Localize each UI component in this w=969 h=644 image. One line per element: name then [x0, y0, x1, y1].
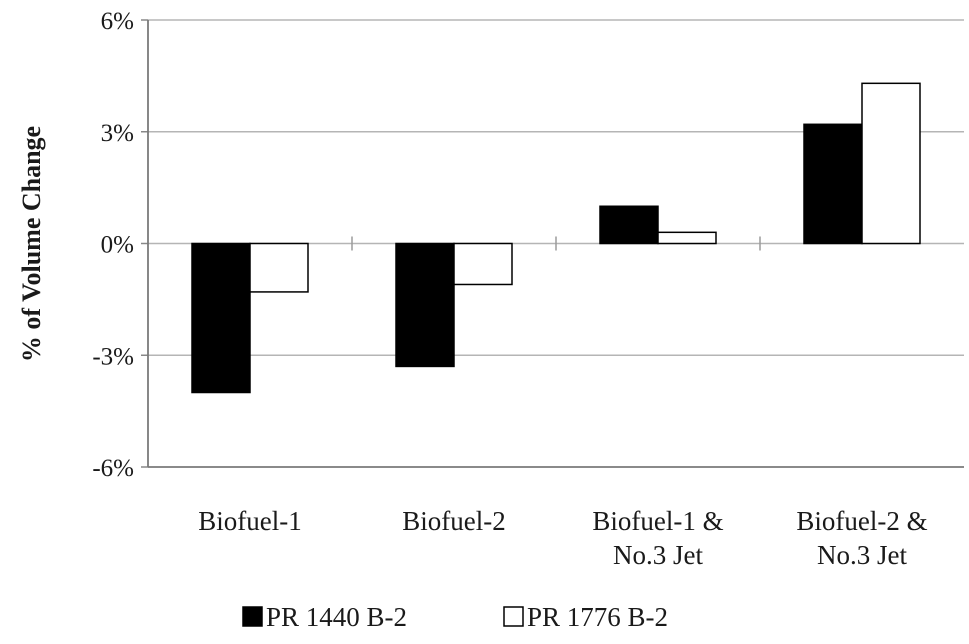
y-tick-label: 3%	[101, 120, 134, 147]
y-tick-label: 6%	[101, 8, 134, 35]
category-labels: Biofuel-1 Biofuel-2 Biofuel-1 & No.3 Jet Bio…	[198, 506, 927, 570]
y-tick-labels: -6% -3% 0% 3% 6%	[92, 8, 134, 482]
category-label: Biofuel-1	[198, 506, 301, 536]
bar-pr-1776-b-2	[249, 242, 309, 293]
category-label: Biofuel-2	[402, 506, 505, 536]
legend: PR 1440 B-2 PR 1776 B-2	[242, 602, 668, 632]
legend-swatch	[242, 606, 263, 627]
bar-pr-1776-b-2	[657, 231, 717, 245]
category-label: Biofuel-2 &	[796, 506, 927, 536]
bar-pr-1440-b-2	[191, 242, 251, 394]
bar-pr-1440-b-2	[599, 205, 659, 245]
y-axis-title: % of Volume Change	[17, 126, 46, 362]
bar-pr-1440-b-2	[395, 242, 455, 368]
bars	[191, 82, 921, 394]
category-label: Biofuel-1 &	[592, 506, 723, 536]
y-tick-label: -3%	[92, 343, 134, 370]
legend-label: PR 1776 B-2	[527, 602, 668, 632]
category-label: No.3 Jet	[613, 540, 703, 570]
bar-pr-1776-b-2	[453, 242, 513, 286]
legend-swatch	[503, 606, 524, 627]
legend-label: PR 1440 B-2	[266, 602, 407, 632]
y-tick-label: 0%	[101, 232, 134, 259]
bar-pr-1440-b-2	[803, 123, 863, 245]
axes	[141, 19, 964, 468]
bar-pr-1776-b-2	[861, 82, 921, 245]
category-label: No.3 Jet	[817, 540, 907, 570]
y-tick-label: -6%	[92, 455, 134, 482]
